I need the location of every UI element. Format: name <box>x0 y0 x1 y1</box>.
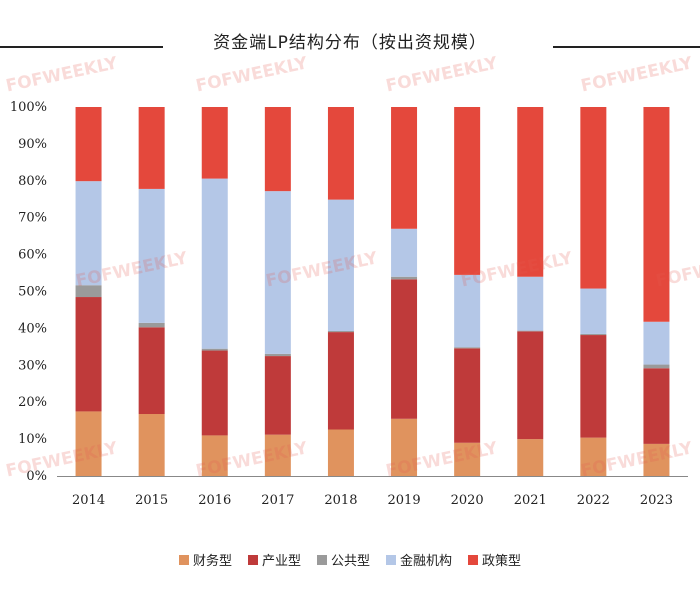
legend-swatch <box>386 554 396 565</box>
x-tick-label: 2014 <box>72 493 105 508</box>
x-tick-label: 2021 <box>514 493 547 508</box>
legend-item: 公共型 <box>316 550 370 569</box>
y-tick-label: 100% <box>10 100 47 115</box>
bar-segment <box>454 274 481 348</box>
bar-segment <box>201 178 228 349</box>
bar-segment <box>201 107 228 179</box>
legend-swatch <box>316 554 327 565</box>
bar-segment <box>454 347 481 349</box>
bar-segment <box>327 332 354 430</box>
bar-segment <box>75 181 102 286</box>
bar-segment <box>201 348 228 351</box>
bar-segment <box>327 107 354 200</box>
bar-segment <box>75 411 102 476</box>
x-tick-label: 2019 <box>388 493 421 508</box>
bar-segment <box>391 279 418 419</box>
legend-item: 产业型 <box>247 550 301 569</box>
bar-segment <box>138 188 165 323</box>
bar-segment <box>264 353 291 357</box>
bar-segment <box>391 228 418 277</box>
legend-swatch <box>247 554 258 565</box>
bar-segment <box>643 107 670 322</box>
bar-segment <box>580 333 607 336</box>
legend-item: 政策型 <box>468 550 521 569</box>
bar-segment <box>643 364 670 369</box>
legend-swatch <box>468 554 479 565</box>
legend-item: 财务型 <box>178 550 232 569</box>
bar-segment <box>327 429 354 476</box>
y-tick-label: 40% <box>18 321 47 336</box>
bar-segment <box>201 435 228 476</box>
bar-segment <box>391 276 418 280</box>
legend: 财务型 产业型 公共型 金融机构 政策型 <box>0 550 700 569</box>
bar-segment <box>75 107 102 182</box>
bar-segment <box>517 330 544 332</box>
x-tick-label: 2016 <box>198 493 231 508</box>
chart-title: 资金端LP结构分布（按出资规模） <box>213 33 487 53</box>
bar-segment <box>580 107 607 289</box>
y-tick-label: 70% <box>18 211 47 226</box>
bar-segment <box>391 418 418 476</box>
x-tick-label: 2015 <box>135 493 168 508</box>
bar-segment <box>264 107 291 192</box>
bar-segment <box>138 327 165 415</box>
bar-segment <box>643 368 670 444</box>
bar-segment <box>643 321 670 365</box>
y-tick-label: 50% <box>18 285 47 300</box>
bar-segment <box>201 350 228 436</box>
bar-segment <box>580 335 607 438</box>
x-tick-label: 2017 <box>261 493 294 508</box>
legend-label: 金融机构 <box>400 554 453 569</box>
x-tick-label: 2023 <box>640 493 673 508</box>
bar-segment <box>138 414 165 476</box>
bar-segment <box>264 356 291 435</box>
bar-segment <box>327 199 354 331</box>
legend-label: 产业型 <box>261 554 301 569</box>
y-tick-label: 90% <box>18 137 47 152</box>
y-tick-label: 30% <box>18 358 47 373</box>
bar-segment <box>643 443 670 476</box>
bar-segment <box>75 285 102 298</box>
bar-segment <box>454 107 481 275</box>
y-tick-label: 60% <box>18 248 47 263</box>
title-rule-left <box>0 46 163 48</box>
y-tick-label: 20% <box>18 395 47 410</box>
bar-segment <box>138 107 165 189</box>
y-tick-label: 0% <box>26 469 47 484</box>
bar-segment <box>391 107 418 229</box>
bar-segment <box>580 437 607 476</box>
bar-segment <box>264 434 291 476</box>
bar-segment <box>517 276 544 331</box>
bar-segment <box>75 297 102 412</box>
bar-segment <box>454 348 481 443</box>
legend-label: 政策型 <box>482 554 522 569</box>
x-tick-label: 2022 <box>577 493 610 508</box>
legend-label: 公共型 <box>330 554 370 569</box>
bar-segment <box>517 107 544 277</box>
bar-segment <box>580 288 607 334</box>
x-tick-label: 2018 <box>324 493 357 508</box>
x-tick-label: 2020 <box>451 493 484 508</box>
title-rule-right <box>553 46 700 48</box>
legend-label: 财务型 <box>192 554 232 569</box>
y-tick-label: 10% <box>18 432 47 447</box>
bar-segment <box>517 331 544 440</box>
bar-segment <box>454 442 481 476</box>
y-tick-label: 80% <box>18 174 47 189</box>
legend-swatch <box>178 554 189 565</box>
legend-item: 金融机构 <box>386 550 452 569</box>
bar-segment <box>327 330 354 333</box>
bar-segment <box>264 191 291 354</box>
bar-segment <box>138 322 165 328</box>
bar-segment <box>517 439 544 476</box>
plot-svg: 0% 10% 20% 30% 40% 50% 60% 70% 80% 90% 100% 2014 201… <box>10 100 688 508</box>
